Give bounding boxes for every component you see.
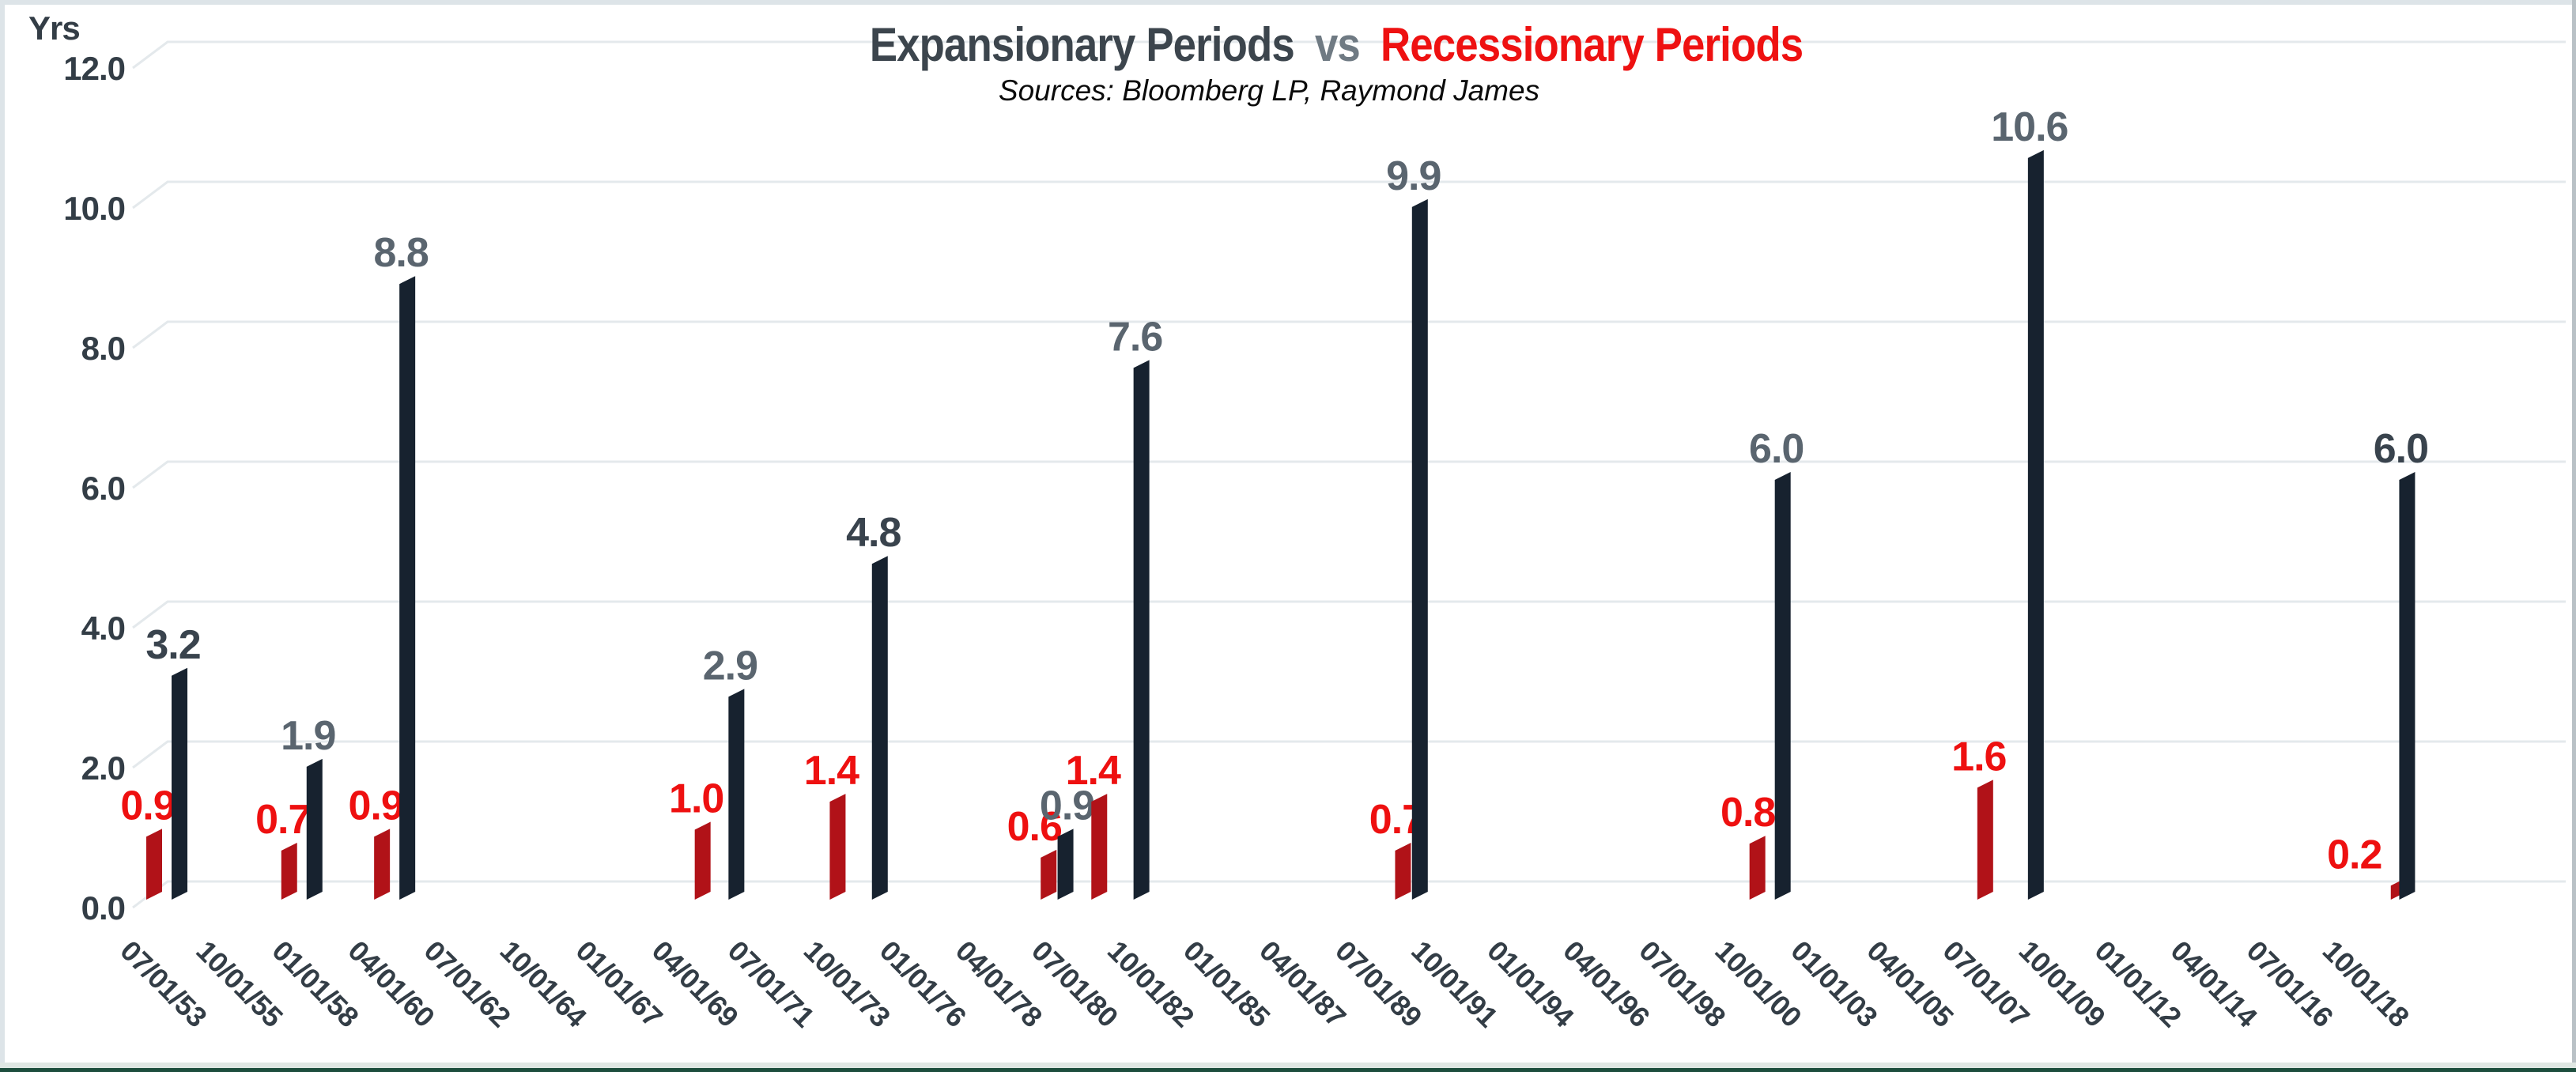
bar-value-label: 0.7 [255,797,310,843]
bar-value-label: 1.4 [804,748,859,794]
bar-value-label: 4.8 [846,510,901,556]
bar-expansion [2027,149,2044,900]
frame-border-bottom-dark [0,1068,2576,1072]
bar-value-label: 2.9 [703,643,757,689]
bar-value-label: 0.9 [348,783,402,829]
gridline [132,880,2566,909]
y-tick-label: 12.0 [63,50,125,87]
gridline [132,460,2566,489]
bar-recession [829,794,846,900]
y-tick-label: 0.0 [81,889,125,927]
y-tick-label: 2.0 [81,749,125,787]
bar-recession [374,829,391,900]
frame-border-right [2572,0,2576,1072]
bar-value-label: 8.8 [374,230,429,276]
bar-expansion [871,556,888,900]
y-tick-label: 4.0 [81,610,125,647]
frame-border-bottom-light [0,1063,2576,1068]
bar-value-label: 1.0 [669,776,723,822]
bar-expansion [1411,198,1428,900]
bar-recession [1041,849,1057,900]
bar-expansion [1133,360,1150,900]
bar-value-label: 9.9 [1386,153,1441,199]
gridline [132,180,2566,209]
bar-value-label: 3.2 [145,622,200,668]
bar-value-label: 1.9 [281,713,335,759]
bar-expansion [399,276,416,900]
y-tick-label: 10.0 [63,190,125,227]
gridline [132,320,2566,349]
bar-value-label: 6.0 [1749,426,1804,472]
bar-recession [1091,794,1108,900]
y-tick-label: 8.0 [81,330,125,367]
bar-value-label: 1.6 [1951,734,2006,779]
bar-recession [1395,843,1411,900]
title-expansionary-label: Expansionary Periods [869,18,1295,71]
chart-subtitle: Sources: Bloomberg LP, Raymond James [998,74,1540,107]
bar-value-label: 0.6 [1007,804,1062,850]
gridline [132,600,2566,629]
bar-value-label: 0.2 [2327,832,2381,878]
title-vs-label: vs [1314,18,1361,71]
bar-recession [281,843,297,900]
bar-expansion [306,758,323,900]
bar-value-label: 0.9 [120,783,175,829]
title-recessionary-label: Recessionary Periods [1381,18,1804,71]
y-tick-label: 6.0 [81,470,125,507]
gridline [132,40,2566,70]
bar-value-label: 6.0 [2374,426,2428,472]
bar-value-label: 10.6 [1991,104,2068,150]
chart-title: Expansionary Periods vs Recessionary Per… [869,17,1804,72]
frame-border-top [0,0,2576,5]
bar-recession [146,829,162,900]
bar-expansion [1774,472,1791,900]
y-axis-title: Yrs [28,9,81,47]
frame-border-left [0,0,5,1072]
bar-value-label: 0.9 [1040,783,1094,829]
bar-recession [694,821,711,900]
bar-expansion [728,689,745,900]
gridline [132,740,2566,769]
bar-recession [1749,836,1766,900]
bar-expansion [1057,829,1074,900]
bar-value-label: 0.8 [1720,790,1775,836]
bar-value-label: 1.4 [1066,748,1121,794]
bar-value-label: 7.6 [1108,314,1162,360]
bar-recession [1977,779,1993,900]
bar-expansion [2399,472,2415,900]
bar-expansion [172,667,188,900]
